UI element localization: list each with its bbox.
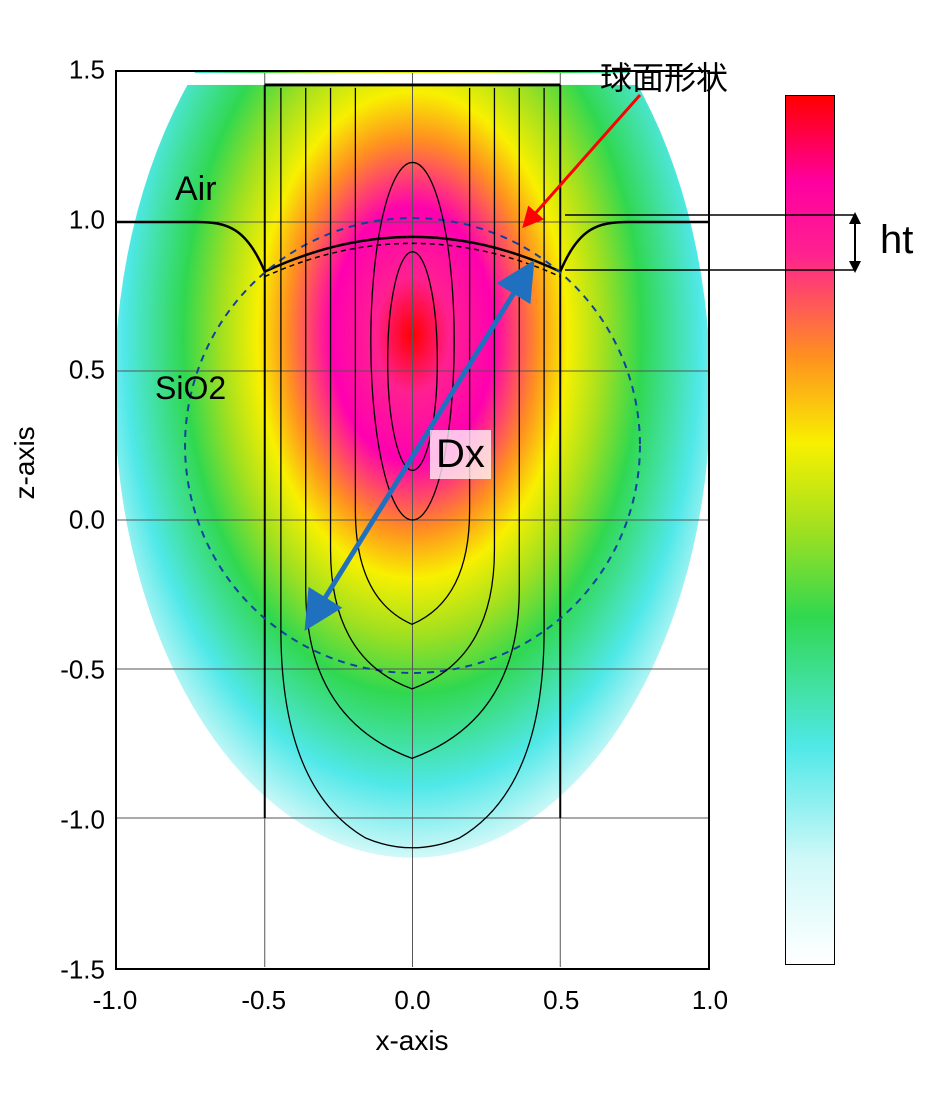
x-axis-label: x-axis <box>375 1025 448 1057</box>
sio2-label: SiO2 <box>155 370 226 407</box>
xtick: 0.5 <box>543 985 579 1016</box>
ytick: 0.0 <box>45 505 105 536</box>
ytick: -1.5 <box>45 955 105 986</box>
ytick: -1.0 <box>45 805 105 836</box>
air-label: Air <box>175 170 217 209</box>
spherical-label: 球面形状 <box>600 53 728 99</box>
ytick: 1.0 <box>45 205 105 236</box>
ytick: 1.5 <box>45 55 105 86</box>
figure-container: max 5.551e+0 min 5.460e-3 <box>0 0 945 1109</box>
y-axis-label: z-axis <box>9 426 41 499</box>
xtick: -0.5 <box>241 985 286 1016</box>
ytick: -0.5 <box>45 655 105 686</box>
xtick: -1.0 <box>93 985 138 1016</box>
dx-label: Dx <box>430 430 491 479</box>
xtick: 1.0 <box>692 985 728 1016</box>
ht-label: ht <box>880 218 913 263</box>
xtick: 0.0 <box>394 985 430 1016</box>
colorbar <box>785 95 835 965</box>
ytick: 0.5 <box>45 355 105 386</box>
